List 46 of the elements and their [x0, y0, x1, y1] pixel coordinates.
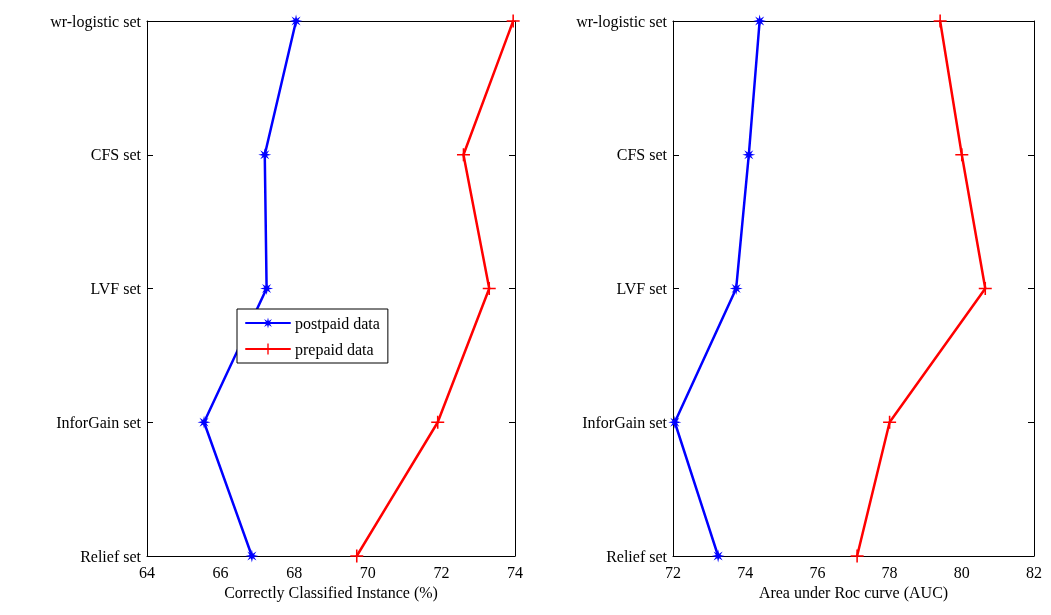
point	[753, 14, 767, 28]
x-tick-label: 68	[286, 563, 303, 581]
point	[431, 415, 445, 429]
x-tick-label: 64	[139, 563, 155, 581]
point	[258, 148, 272, 162]
point	[668, 415, 682, 429]
point	[729, 282, 743, 295]
x-tick-label: 80	[953, 563, 970, 581]
point	[350, 549, 364, 563]
x-axis-title: Area under Roc curve (AUC)	[758, 584, 949, 603]
y-tick-label: CFS set	[90, 146, 142, 164]
point	[260, 282, 274, 295]
point	[456, 148, 470, 162]
x-tick-label: 66	[212, 563, 229, 581]
x-tick-label: 70	[359, 563, 376, 581]
x-tick-label: 82	[1026, 563, 1042, 581]
point	[482, 282, 496, 295]
y-tick-label: wr-logistic set	[576, 12, 668, 31]
point	[955, 148, 969, 162]
x-tick-label: 72	[433, 563, 450, 581]
y-tick-label: InforGain set	[56, 413, 142, 431]
x-tick-label: 74	[507, 563, 523, 581]
point	[883, 415, 897, 429]
y-tick-label: InforGain set	[582, 413, 668, 431]
point	[245, 549, 259, 563]
point	[978, 282, 992, 295]
point	[289, 14, 303, 28]
y-tick-label: LVF set	[90, 280, 142, 297]
y-tick-label: wr-logistic set	[50, 12, 142, 31]
x-tick-label: 74	[737, 563, 754, 581]
x-tick-label: 76	[809, 563, 826, 581]
y-tick-label: Relief set	[80, 547, 142, 565]
point	[506, 14, 520, 28]
x-tick-label: 78	[881, 563, 898, 581]
point	[933, 14, 947, 28]
point	[711, 549, 725, 563]
point	[850, 549, 864, 563]
x-axis-title: Correctly Classified Instance (%)	[224, 584, 438, 603]
point	[197, 415, 211, 429]
point	[742, 148, 756, 162]
x-tick-label: 72	[665, 563, 681, 581]
y-tick-label: CFS set	[616, 146, 668, 164]
legend-label: prepaid data	[295, 340, 374, 359]
y-tick-label: Relief set	[606, 547, 668, 565]
y-tick-label: LVF set	[616, 280, 668, 297]
legend-label: postpaid data	[295, 314, 380, 333]
